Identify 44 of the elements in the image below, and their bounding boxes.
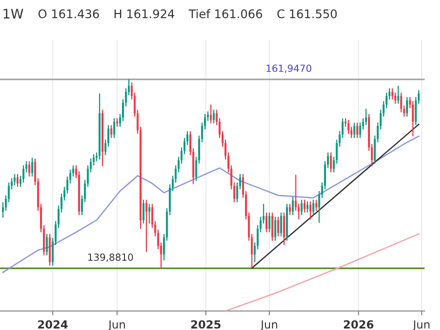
x-tick-label: 2024 bbox=[38, 320, 68, 329]
ref-line-label: 139,8810 bbox=[88, 254, 133, 262]
candlestick bbox=[365, 108, 367, 126]
candlestick bbox=[330, 152, 332, 173]
candlestick bbox=[348, 119, 350, 134]
candlestick bbox=[288, 203, 291, 216]
candlestick bbox=[113, 118, 116, 138]
candlestick bbox=[412, 100, 414, 137]
candlestick bbox=[292, 196, 294, 216]
candlestick bbox=[353, 122, 356, 138]
candlestick bbox=[280, 212, 282, 237]
x-tick-label: 2025 bbox=[191, 320, 220, 329]
candlestick bbox=[300, 199, 303, 216]
candlestick bbox=[22, 164, 24, 184]
candlestick bbox=[142, 199, 144, 224]
text: C 161.550 bbox=[277, 9, 337, 18]
text: O 161.436 bbox=[38, 9, 99, 18]
candlestick bbox=[400, 92, 402, 113]
candlestick bbox=[31, 157, 34, 178]
ref-line-label: 161,9470 bbox=[266, 64, 312, 73]
text: 1W bbox=[4, 8, 24, 18]
candlestick bbox=[46, 233, 48, 256]
candlestick bbox=[210, 104, 212, 124]
candlestick bbox=[268, 212, 270, 233]
text: H 161.924 bbox=[114, 9, 174, 18]
candlestick bbox=[391, 88, 394, 100]
candlestick bbox=[359, 122, 362, 138]
candlestick bbox=[266, 212, 268, 233]
candlestick bbox=[148, 203, 150, 224]
candlestick bbox=[406, 96, 408, 118]
candlestick bbox=[271, 212, 274, 242]
candlestick bbox=[306, 200, 308, 214]
candlestick bbox=[304, 199, 306, 214]
candlestick bbox=[394, 92, 396, 104]
candlestick bbox=[16, 173, 19, 188]
candlestick bbox=[145, 199, 148, 252]
candlestick bbox=[102, 109, 104, 167]
text: Tief 161.066 bbox=[188, 9, 262, 18]
candlestick bbox=[312, 199, 314, 216]
candlestick bbox=[14, 173, 16, 186]
candlestick bbox=[283, 212, 286, 246]
candlestick bbox=[277, 216, 280, 237]
x-tick-label: 2026 bbox=[344, 320, 374, 329]
candlestick bbox=[309, 200, 312, 220]
